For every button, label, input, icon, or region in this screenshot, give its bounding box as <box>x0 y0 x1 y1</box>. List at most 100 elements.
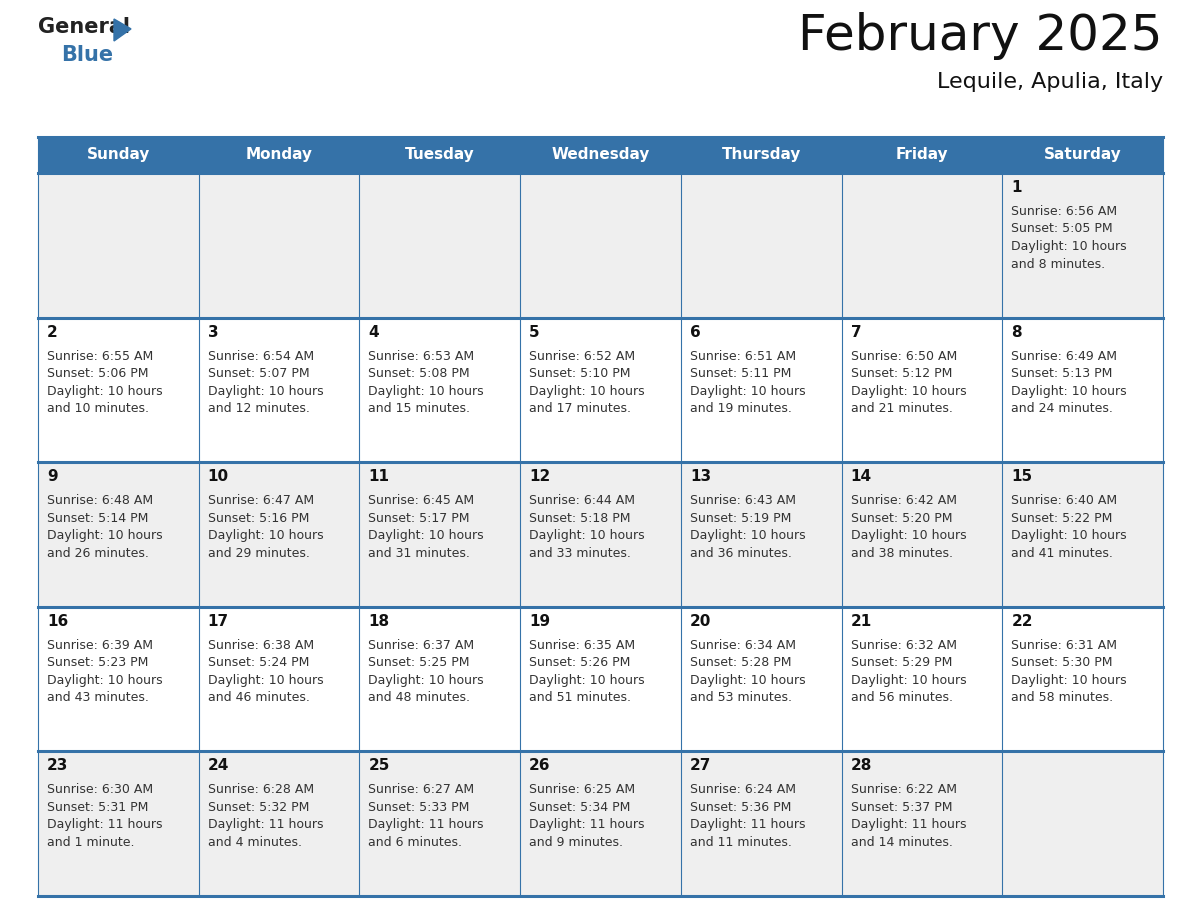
Text: Sunrise: 6:49 AM: Sunrise: 6:49 AM <box>1011 350 1117 363</box>
Text: 24: 24 <box>208 758 229 773</box>
Text: Sunrise: 6:50 AM: Sunrise: 6:50 AM <box>851 350 956 363</box>
Text: Thursday: Thursday <box>721 148 801 162</box>
Text: Sunset: 5:20 PM: Sunset: 5:20 PM <box>851 511 952 525</box>
Text: Sunrise: 6:28 AM: Sunrise: 6:28 AM <box>208 783 314 797</box>
Text: 2: 2 <box>48 325 58 340</box>
Text: Daylight: 10 hours: Daylight: 10 hours <box>368 529 484 543</box>
Text: General: General <box>38 17 129 37</box>
Text: Daylight: 10 hours: Daylight: 10 hours <box>368 385 484 397</box>
Text: and 53 minutes.: and 53 minutes. <box>690 691 792 704</box>
Text: and 33 minutes.: and 33 minutes. <box>529 547 631 560</box>
Text: Sunset: 5:13 PM: Sunset: 5:13 PM <box>1011 367 1113 380</box>
Text: and 58 minutes.: and 58 minutes. <box>1011 691 1113 704</box>
Text: Daylight: 11 hours: Daylight: 11 hours <box>368 819 484 832</box>
Text: Daylight: 11 hours: Daylight: 11 hours <box>690 819 805 832</box>
Text: Sunday: Sunday <box>87 148 150 162</box>
Text: Daylight: 10 hours: Daylight: 10 hours <box>208 529 323 543</box>
Text: Friday: Friday <box>896 148 948 162</box>
Text: Daylight: 10 hours: Daylight: 10 hours <box>368 674 484 687</box>
Text: Sunset: 5:34 PM: Sunset: 5:34 PM <box>529 800 631 814</box>
Text: Sunrise: 6:53 AM: Sunrise: 6:53 AM <box>368 350 474 363</box>
Text: and 48 minutes.: and 48 minutes. <box>368 691 470 704</box>
Text: Monday: Monday <box>246 148 312 162</box>
Text: Sunset: 5:31 PM: Sunset: 5:31 PM <box>48 800 148 814</box>
Text: Sunset: 5:26 PM: Sunset: 5:26 PM <box>529 656 631 669</box>
Text: 19: 19 <box>529 614 550 629</box>
Text: Daylight: 10 hours: Daylight: 10 hours <box>1011 385 1127 397</box>
Text: 7: 7 <box>851 325 861 340</box>
Text: Daylight: 10 hours: Daylight: 10 hours <box>851 674 966 687</box>
Text: and 36 minutes.: and 36 minutes. <box>690 547 791 560</box>
Text: February 2025: February 2025 <box>798 12 1163 60</box>
Text: and 29 minutes.: and 29 minutes. <box>208 547 310 560</box>
Text: 17: 17 <box>208 614 229 629</box>
Text: Sunset: 5:10 PM: Sunset: 5:10 PM <box>529 367 631 380</box>
Text: Sunrise: 6:34 AM: Sunrise: 6:34 AM <box>690 639 796 652</box>
Text: and 9 minutes.: and 9 minutes. <box>529 836 624 849</box>
Text: 23: 23 <box>48 758 69 773</box>
Text: Sunset: 5:07 PM: Sunset: 5:07 PM <box>208 367 309 380</box>
Text: Daylight: 10 hours: Daylight: 10 hours <box>529 674 645 687</box>
Text: 3: 3 <box>208 325 219 340</box>
Text: Sunrise: 6:30 AM: Sunrise: 6:30 AM <box>48 783 153 797</box>
Text: 6: 6 <box>690 325 701 340</box>
Text: Sunrise: 6:56 AM: Sunrise: 6:56 AM <box>1011 205 1118 218</box>
Text: 14: 14 <box>851 469 872 484</box>
Text: Sunrise: 6:24 AM: Sunrise: 6:24 AM <box>690 783 796 797</box>
Text: and 21 minutes.: and 21 minutes. <box>851 402 953 415</box>
Text: Sunrise: 6:37 AM: Sunrise: 6:37 AM <box>368 639 474 652</box>
Text: Sunset: 5:14 PM: Sunset: 5:14 PM <box>48 511 148 525</box>
Text: Sunrise: 6:40 AM: Sunrise: 6:40 AM <box>1011 494 1118 508</box>
Text: and 31 minutes.: and 31 minutes. <box>368 547 470 560</box>
Text: Sunrise: 6:39 AM: Sunrise: 6:39 AM <box>48 639 153 652</box>
Text: 15: 15 <box>1011 469 1032 484</box>
Text: Daylight: 10 hours: Daylight: 10 hours <box>208 674 323 687</box>
Bar <box>38 173 1163 318</box>
Text: and 1 minute.: and 1 minute. <box>48 836 134 849</box>
Text: Sunset: 5:19 PM: Sunset: 5:19 PM <box>690 511 791 525</box>
Text: Sunset: 5:36 PM: Sunset: 5:36 PM <box>690 800 791 814</box>
Text: 21: 21 <box>851 614 872 629</box>
Text: and 41 minutes.: and 41 minutes. <box>1011 547 1113 560</box>
Text: Sunrise: 6:22 AM: Sunrise: 6:22 AM <box>851 783 956 797</box>
Text: and 26 minutes.: and 26 minutes. <box>48 547 148 560</box>
Text: Daylight: 11 hours: Daylight: 11 hours <box>529 819 645 832</box>
Text: Sunset: 5:23 PM: Sunset: 5:23 PM <box>48 656 148 669</box>
Text: 18: 18 <box>368 614 390 629</box>
Text: 27: 27 <box>690 758 712 773</box>
Text: Sunset: 5:33 PM: Sunset: 5:33 PM <box>368 800 469 814</box>
Text: Sunset: 5:17 PM: Sunset: 5:17 PM <box>368 511 470 525</box>
Text: and 19 minutes.: and 19 minutes. <box>690 402 791 415</box>
Text: and 43 minutes.: and 43 minutes. <box>48 691 148 704</box>
Text: 9: 9 <box>48 469 58 484</box>
Text: Sunrise: 6:43 AM: Sunrise: 6:43 AM <box>690 494 796 508</box>
Text: 16: 16 <box>48 614 68 629</box>
Text: Sunrise: 6:31 AM: Sunrise: 6:31 AM <box>1011 639 1117 652</box>
Text: Daylight: 10 hours: Daylight: 10 hours <box>690 529 805 543</box>
Text: and 15 minutes.: and 15 minutes. <box>368 402 470 415</box>
Polygon shape <box>114 19 131 41</box>
Text: Sunset: 5:28 PM: Sunset: 5:28 PM <box>690 656 791 669</box>
Text: and 8 minutes.: and 8 minutes. <box>1011 258 1105 271</box>
Text: Sunrise: 6:48 AM: Sunrise: 6:48 AM <box>48 494 153 508</box>
Text: Sunrise: 6:32 AM: Sunrise: 6:32 AM <box>851 639 956 652</box>
Text: Saturday: Saturday <box>1044 148 1121 162</box>
Text: Sunrise: 6:54 AM: Sunrise: 6:54 AM <box>208 350 314 363</box>
Text: 4: 4 <box>368 325 379 340</box>
Text: and 46 minutes.: and 46 minutes. <box>208 691 310 704</box>
Text: 25: 25 <box>368 758 390 773</box>
Text: Sunrise: 6:44 AM: Sunrise: 6:44 AM <box>529 494 636 508</box>
Text: and 51 minutes.: and 51 minutes. <box>529 691 631 704</box>
Text: Sunset: 5:05 PM: Sunset: 5:05 PM <box>1011 222 1113 236</box>
Text: Sunrise: 6:47 AM: Sunrise: 6:47 AM <box>208 494 314 508</box>
Text: Sunset: 5:08 PM: Sunset: 5:08 PM <box>368 367 470 380</box>
Bar <box>38 752 1163 896</box>
Text: and 4 minutes.: and 4 minutes. <box>208 836 302 849</box>
Text: and 38 minutes.: and 38 minutes. <box>851 547 953 560</box>
Text: Daylight: 10 hours: Daylight: 10 hours <box>48 529 163 543</box>
Text: Sunrise: 6:55 AM: Sunrise: 6:55 AM <box>48 350 153 363</box>
Text: Daylight: 10 hours: Daylight: 10 hours <box>1011 529 1127 543</box>
Text: Daylight: 10 hours: Daylight: 10 hours <box>208 385 323 397</box>
Text: and 14 minutes.: and 14 minutes. <box>851 836 953 849</box>
Text: Daylight: 10 hours: Daylight: 10 hours <box>48 385 163 397</box>
